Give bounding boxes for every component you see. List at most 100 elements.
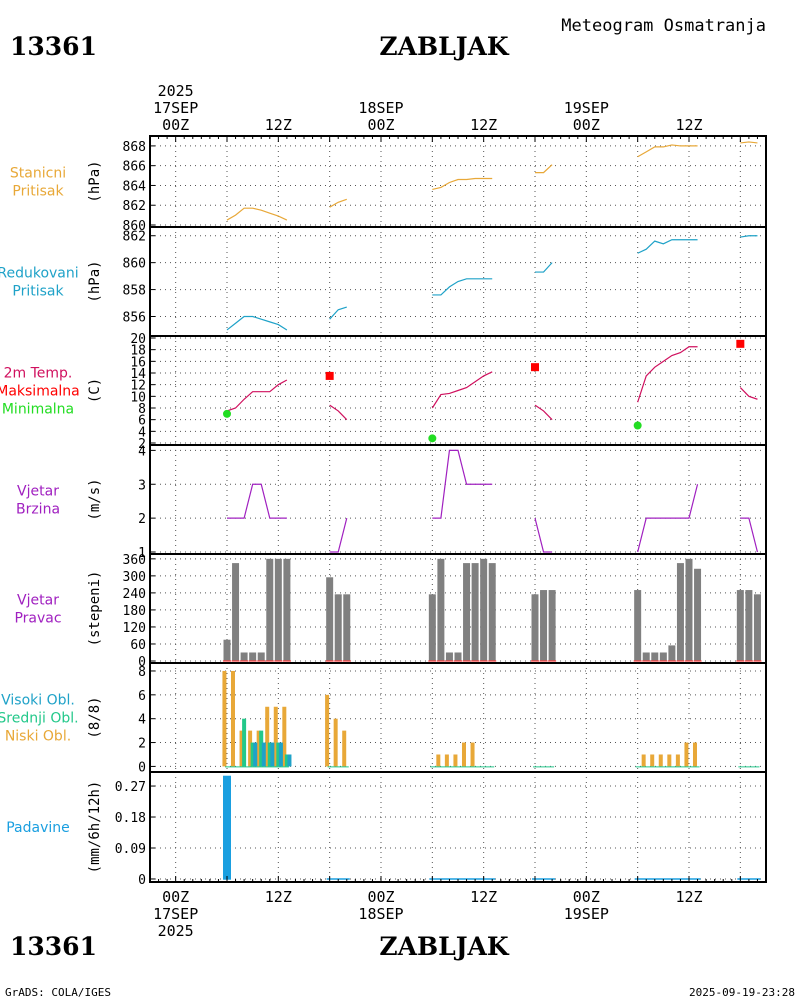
y-tick-label: 4 xyxy=(138,425,146,440)
bar xyxy=(326,577,334,661)
panel-unit-label: (hPa) xyxy=(87,260,103,302)
panel-frame xyxy=(149,771,767,883)
y-tick-label: 240 xyxy=(123,587,146,602)
footer-station-id: 13361 xyxy=(10,932,97,961)
cloud-bar xyxy=(270,742,275,767)
header-station-id: 13361 xyxy=(10,32,97,61)
panel-precipitation: Padavine (mm/6h/12h) 0 0.09 0.18 0.27 xyxy=(6,771,767,888)
series-line xyxy=(535,262,553,273)
cloud-bar xyxy=(261,742,266,767)
bar xyxy=(642,652,650,661)
series-line xyxy=(432,177,493,190)
tmax-marker xyxy=(531,363,539,372)
cloud-bar xyxy=(278,742,283,767)
bar xyxy=(463,563,471,661)
panel-label: Pritisak xyxy=(12,184,64,200)
series-line xyxy=(226,207,288,221)
bar xyxy=(651,652,659,661)
series-line xyxy=(329,198,347,208)
y-tick-label: 0 xyxy=(138,873,146,888)
series-line xyxy=(432,449,493,519)
panel-unit-label: (m/s) xyxy=(87,478,103,520)
series-line xyxy=(637,144,698,158)
y-tick-label: 120 xyxy=(123,621,146,636)
bar xyxy=(232,563,240,661)
series-line xyxy=(431,371,493,409)
panel-label: Maksimalna xyxy=(0,384,80,400)
series-line xyxy=(637,484,699,553)
cloud-bar xyxy=(222,670,227,767)
time-axis-label: 12Z xyxy=(470,116,497,134)
y-tick-label: 0.09 xyxy=(115,842,146,857)
cloud-bar xyxy=(684,742,689,767)
panel-frame xyxy=(149,135,767,228)
cloud-bar xyxy=(239,730,244,767)
bar xyxy=(283,558,291,661)
y-tick-label: 8 xyxy=(138,665,146,680)
panel-label: Brzina xyxy=(16,502,60,518)
bar xyxy=(445,652,453,661)
y-tick-label: 4 xyxy=(138,444,146,459)
panel-unit-label: (mm/6h/12h) xyxy=(87,781,103,874)
cloud-bar xyxy=(658,754,663,767)
bar xyxy=(668,645,676,661)
series-line xyxy=(227,483,287,519)
bar xyxy=(753,594,761,661)
panel-label: Stanicni xyxy=(10,166,66,182)
bar xyxy=(257,652,265,661)
bar xyxy=(548,590,556,661)
time-axis-label: 2025 xyxy=(158,922,194,940)
bar xyxy=(488,563,496,661)
series-line xyxy=(432,278,493,296)
time-axis-label: 18SEP xyxy=(358,905,403,923)
y-tick-label: 360 xyxy=(123,553,146,568)
y-tick-label: 2 xyxy=(138,737,146,752)
y-tick-label: 18 xyxy=(130,344,146,359)
y-tick-label: 16 xyxy=(130,355,146,370)
cloud-bar xyxy=(265,706,270,767)
panel-temperature: 2m Temp. Maksimalna Minimalna (C) 2468101214… xyxy=(0,332,767,452)
tmin-marker xyxy=(223,409,231,418)
panel-unit-label: (hPa) xyxy=(87,160,103,202)
bar xyxy=(685,558,693,661)
series-line xyxy=(739,387,758,400)
y-tick-label: 1 xyxy=(138,546,146,561)
cloud-bar xyxy=(342,730,347,767)
y-tick-label: 0.27 xyxy=(115,780,146,795)
bar xyxy=(480,558,488,661)
bar xyxy=(223,775,231,879)
cloud-bar xyxy=(287,754,292,767)
bar xyxy=(428,594,436,661)
series-line xyxy=(740,141,758,144)
tmin-marker xyxy=(633,421,642,430)
series-line xyxy=(637,346,698,403)
panel-unit-label: (stepeni) xyxy=(87,571,103,647)
panel-reduced_pressure: Redukovani Pritisak (hPa) 856 858 860 862 xyxy=(0,226,767,337)
bar xyxy=(659,652,667,661)
panel-label: Padavine xyxy=(6,820,70,836)
cloud-bar xyxy=(333,718,338,767)
y-tick-label: 20 xyxy=(130,332,146,347)
panel-label: Pravac xyxy=(14,611,61,627)
y-tick-label: 868 xyxy=(123,140,146,155)
cloud-bar xyxy=(325,694,330,767)
time-axis-label: 12Z xyxy=(675,116,702,134)
y-tick-label: 6 xyxy=(138,689,146,704)
panel-label: Srednji Obl. xyxy=(0,711,79,727)
tmax-marker xyxy=(736,339,745,348)
cloud-bar xyxy=(284,754,289,767)
bar xyxy=(454,652,462,661)
panel-unit-label: (C) xyxy=(87,378,103,403)
bar xyxy=(676,563,684,661)
series-line xyxy=(740,517,759,553)
bar xyxy=(343,594,351,661)
y-tick-label: 860 xyxy=(123,219,146,234)
y-tick-label: 862 xyxy=(123,230,146,245)
footer-timestamp: 2025-09-19-23:28 xyxy=(689,986,795,999)
time-axis-label: 19SEP xyxy=(564,99,609,117)
panel-frame xyxy=(149,444,767,555)
panel-label: Redukovani xyxy=(0,266,79,282)
panel-label: Pritisak xyxy=(12,284,64,300)
